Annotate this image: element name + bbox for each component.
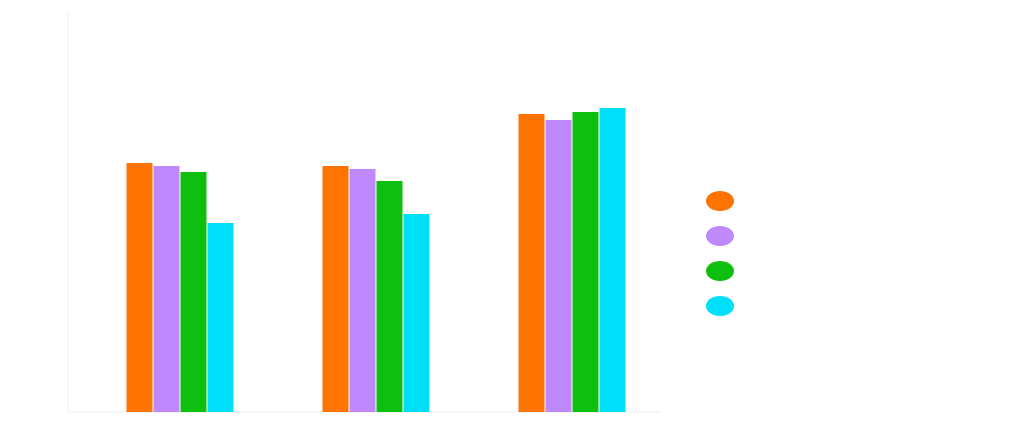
bar-series-1-group-2 <box>322 166 349 412</box>
bar-series-2-group-3 <box>545 120 572 412</box>
bar-series-4-group-1 <box>207 223 234 412</box>
legend-marker-series-4 <box>706 296 734 316</box>
bar-series-4-group-3 <box>599 108 626 412</box>
bar-series-2-group-2 <box>349 169 376 412</box>
bar-series-3-group-3 <box>572 112 599 412</box>
bar-series-3-group-2 <box>376 181 403 412</box>
bars <box>126 108 626 412</box>
bar-series-1-group-3 <box>518 114 545 412</box>
legend-marker-series-1 <box>706 191 734 211</box>
legend-marker-series-2 <box>706 226 734 246</box>
legend <box>706 191 734 316</box>
bar-series-2-group-1 <box>153 166 180 412</box>
bar-series-3-group-1 <box>180 172 207 412</box>
bar-series-4-group-2 <box>403 214 430 412</box>
legend-marker-series-3 <box>706 261 734 281</box>
bar-series-1-group-1 <box>126 163 153 412</box>
